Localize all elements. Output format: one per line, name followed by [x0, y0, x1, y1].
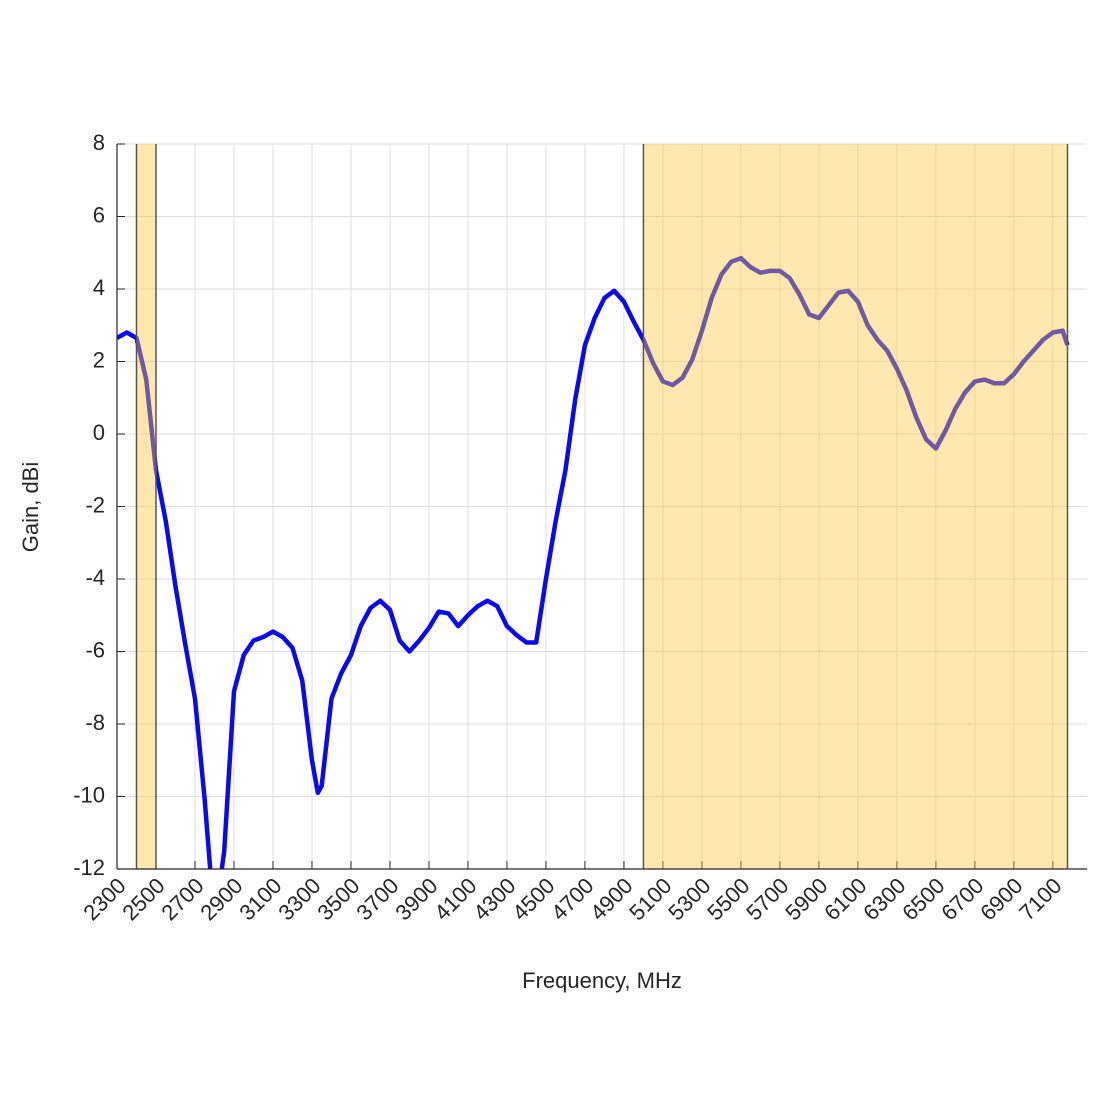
y-tick-label: 0	[93, 420, 105, 445]
y-tick-label: -12	[73, 855, 105, 880]
x-axis-label: Frequency, MHz	[522, 968, 682, 993]
y-tick-label: 4	[93, 275, 105, 300]
y-axis-label: Gain, dBi	[18, 462, 43, 553]
x-tick-label: 3700	[351, 873, 403, 925]
x-tick-label: 5700	[741, 873, 793, 925]
x-tick-label: 5500	[702, 873, 754, 925]
x-tick-label: 5300	[663, 873, 715, 925]
x-tick-label: 3500	[312, 873, 364, 925]
x-tick-label: 4100	[429, 873, 481, 925]
x-tick-label: 6500	[897, 873, 949, 925]
data-line	[117, 255, 1070, 869]
y-tick-label: -10	[73, 782, 105, 807]
x-tick-label: 3100	[234, 873, 286, 925]
y-tick-label: -8	[85, 710, 105, 735]
x-tick-label: 6300	[858, 873, 910, 925]
band	[136, 144, 156, 869]
y-tick-label: 8	[93, 130, 105, 155]
y-tick-label: 6	[93, 202, 105, 227]
x-tick-label: 4500	[507, 873, 559, 925]
x-tick-label: 2900	[195, 873, 247, 925]
x-tick-label: 5100	[624, 873, 676, 925]
x-tick-label: 4700	[546, 873, 598, 925]
x-tick-label: 6100	[819, 873, 871, 925]
band	[643, 144, 1068, 869]
x-tick-label: 2300	[78, 873, 130, 925]
x-tick-label: 7100	[1014, 873, 1066, 925]
x-tick-label: 6900	[975, 873, 1027, 925]
y-tick-label: -4	[85, 565, 105, 590]
x-tick-label: 6700	[936, 873, 988, 925]
x-tick-label: 4300	[468, 873, 520, 925]
x-tick-label: 5900	[780, 873, 832, 925]
y-tick-label: 2	[93, 347, 105, 372]
x-tick-label: 2500	[117, 873, 169, 925]
y-tick-label: -2	[85, 492, 105, 517]
x-tick-label: 4900	[585, 873, 637, 925]
x-tick-label: 3900	[390, 873, 442, 925]
x-tick-label: 3300	[273, 873, 325, 925]
y-tick-label: -6	[85, 637, 105, 662]
x-tick-label: 2700	[156, 873, 208, 925]
